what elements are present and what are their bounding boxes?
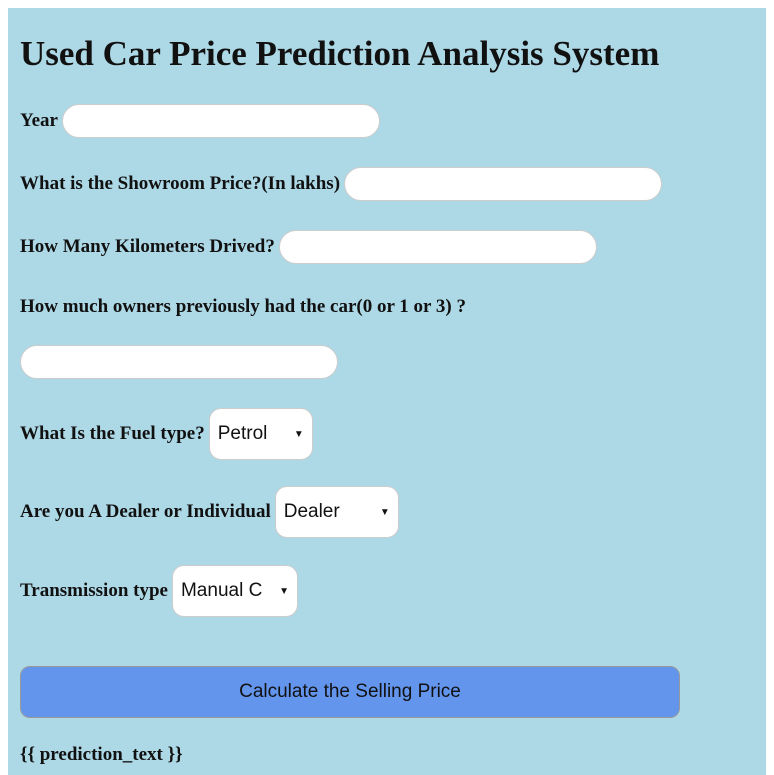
- value: Petrol: [217, 423, 268, 444]
- label: How much owners previously had the car(0…: [20, 296, 466, 317]
- label: What is the Showroom Price?(In lakhs): [20, 173, 341, 194]
- label: Year: [20, 110, 58, 131]
- transmission-row: Transmission type Manual C ▼: [20, 565, 298, 617]
- owners-row: How much owners previously had the car(0…: [20, 296, 466, 318]
- label: How Many Kilometers Drived?: [20, 236, 275, 257]
- value: Manual C: [180, 580, 263, 601]
- value: Dealer: [283, 501, 340, 522]
- label: Transmission type: [20, 580, 168, 601]
- fuel-select[interactable]: Petrol ▼: [208, 408, 313, 460]
- dealer-select[interactable]: Dealer ▼: [274, 486, 399, 538]
- label: Are you A Dealer or Individual: [20, 501, 271, 522]
- form-panel: Used Car Price Prediction Analysis Syste…: [8, 8, 766, 775]
- title: Used Car Price Prediction Analysis Syste…: [20, 34, 660, 73]
- year-row: Year: [20, 104, 380, 138]
- label: What Is the Fuel type?: [20, 423, 205, 444]
- submit-button[interactable]: Calculate the Selling Price: [20, 666, 680, 718]
- dealer-row: Are you A Dealer or Individual Dealer ▼: [20, 486, 399, 538]
- km-row: How Many Kilometers Drived?: [20, 230, 597, 264]
- price-row: What is the Showroom Price?(In lakhs): [20, 167, 663, 201]
- price-input[interactable]: [344, 167, 663, 201]
- owners-input[interactable]: [20, 345, 338, 379]
- prediction-text: {{ prediction_text }}: [20, 744, 183, 765]
- fuel-row: What Is the Fuel type? Petrol ▼: [20, 408, 313, 460]
- year-input[interactable]: [61, 104, 380, 138]
- km-input[interactable]: [278, 230, 597, 264]
- owners-input-row: [16, 345, 338, 379]
- transmission-select[interactable]: Manual C ▼: [171, 565, 298, 617]
